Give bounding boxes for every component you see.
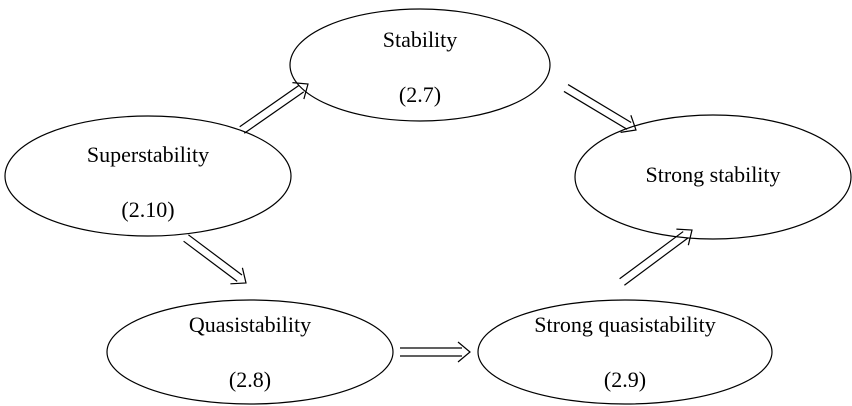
node-ref: (2.7) xyxy=(399,82,441,107)
arrow-shaft xyxy=(563,90,628,130)
implication-arrow xyxy=(400,341,471,363)
node: Quasistability (2.8) xyxy=(106,299,394,405)
node-shape xyxy=(477,299,773,405)
node: Strong quasistability (2.9) xyxy=(477,299,773,405)
arrow-shaft xyxy=(188,234,243,276)
arrow-head xyxy=(676,228,693,246)
node: Strong stability xyxy=(574,114,852,240)
node-ref: (2.10) xyxy=(121,197,174,222)
arrow-head xyxy=(292,82,309,100)
arrow-shaft xyxy=(624,237,689,286)
node-shape xyxy=(106,299,394,405)
node: Stability (2.7) xyxy=(289,8,551,122)
implication-arrow xyxy=(183,234,247,285)
node-label: Strong stability xyxy=(645,162,780,187)
arrow-head xyxy=(457,341,471,363)
arrow-shaft xyxy=(239,84,300,128)
arrow-shaft xyxy=(183,240,238,282)
implication-arrow xyxy=(563,84,637,133)
node-shape xyxy=(574,114,852,240)
node-ref: (2.9) xyxy=(604,367,646,392)
node-label: Superstability xyxy=(87,142,209,167)
implication-arrow xyxy=(619,228,693,286)
node-label: Strong quasistability xyxy=(534,312,716,337)
node-label: Quasistability xyxy=(189,312,311,337)
node: Superstability (2.10) xyxy=(4,115,292,237)
node-ref: (2.8) xyxy=(229,367,271,392)
implication-arrow xyxy=(239,82,309,134)
arrow-head xyxy=(620,115,637,133)
arrow-shaft xyxy=(567,84,632,123)
node-label: Stability xyxy=(383,27,458,52)
node-shape xyxy=(4,115,292,237)
arrow-head xyxy=(230,267,247,285)
arrow-shaft xyxy=(619,231,684,280)
arrow-shaft xyxy=(243,91,305,134)
node-shape xyxy=(289,8,551,122)
